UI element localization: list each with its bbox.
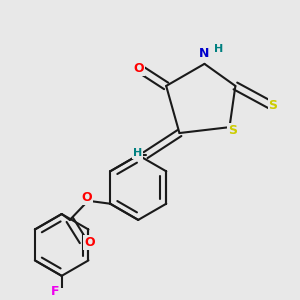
Text: S: S xyxy=(268,99,278,112)
Text: H: H xyxy=(133,148,142,158)
Text: S: S xyxy=(228,124,237,136)
Text: N: N xyxy=(199,47,210,60)
Text: F: F xyxy=(51,285,59,298)
Text: H: H xyxy=(214,44,223,53)
Text: O: O xyxy=(81,191,92,204)
Text: O: O xyxy=(84,236,95,249)
Text: O: O xyxy=(133,62,143,75)
